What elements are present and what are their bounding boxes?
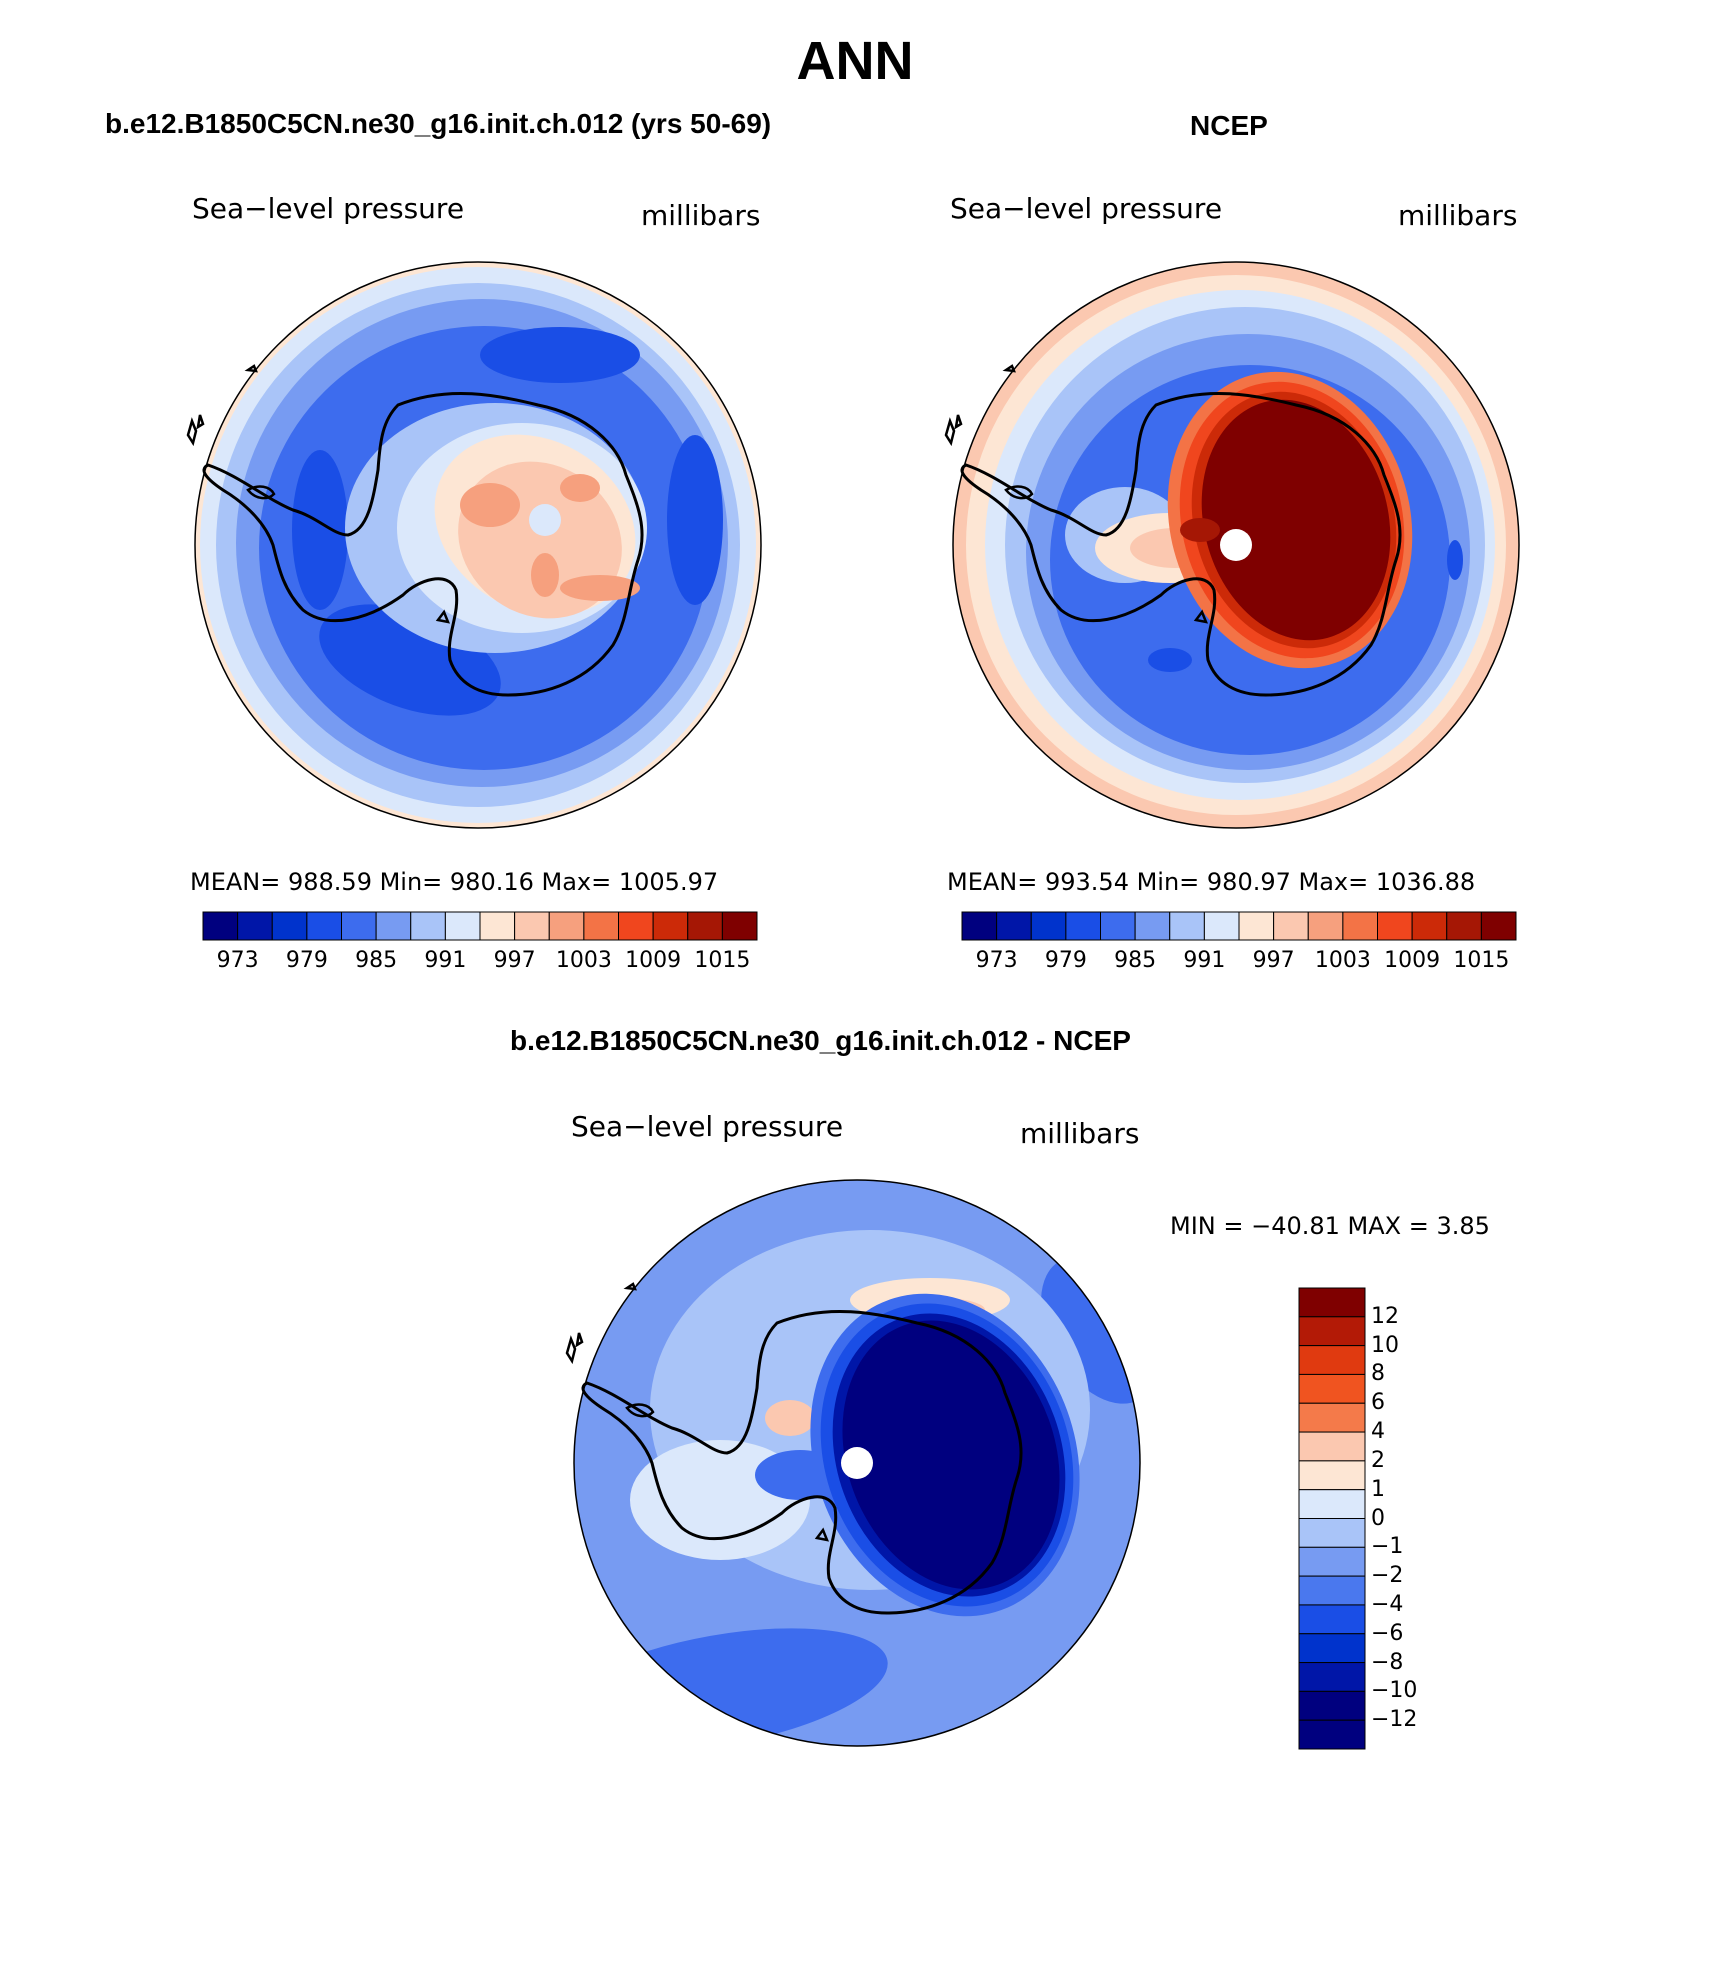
panel-2-units: millibars: [1398, 199, 1518, 232]
colorbar-swatch: [1298, 1518, 1366, 1548]
colorbar-tick-label: −6: [1371, 1620, 1404, 1646]
colorbar-tick-label: −12: [1371, 1707, 1418, 1733]
panel-3-stats: MIN = −40.81 MAX = 3.85: [1170, 1212, 1490, 1240]
colorbar-tick-label: 1003: [1314, 948, 1371, 973]
colorbar-swatch: [237, 911, 273, 941]
colorbar-tick-label: −4: [1371, 1591, 1404, 1617]
colorbar-swatch: [1411, 911, 1448, 941]
panel-1-map: [186, 261, 762, 829]
panel-3-map: [565, 1179, 1141, 1747]
figure-title: ANN: [796, 31, 914, 91]
colorbar-swatch: [1298, 1633, 1366, 1664]
colorbar-swatch: [721, 911, 758, 941]
panel-1-colorbar: [202, 911, 758, 941]
panel-1-stats: MEAN= 988.59 Min= 980.16 Max= 1005.97: [190, 868, 719, 896]
panel-2-variable: Sea−level pressure: [950, 192, 1223, 225]
colorbar-swatch: [1238, 911, 1275, 941]
colorbar-tick-label: 4: [1371, 1419, 1385, 1445]
colorbar-tick-label: 997: [1252, 948, 1295, 973]
colorbar-swatch: [961, 911, 998, 941]
colorbar-tick-label: 991: [424, 948, 467, 973]
colorbar-swatch: [548, 911, 585, 941]
colorbar-tick-label: 10: [1371, 1332, 1399, 1358]
colorbar-swatch: [1298, 1373, 1366, 1404]
panel-1-title: b.e12.B1850C5CN.ne30_g16.init.ch.012 (yr…: [105, 108, 772, 139]
colorbar-tick-label: 0: [1371, 1505, 1385, 1531]
colorbar-tick-label: −10: [1371, 1678, 1418, 1704]
colorbar-tick-label: 1: [1371, 1476, 1385, 1502]
panel-3-colorbar: [1298, 1287, 1366, 1750]
colorbar-swatch: [306, 911, 342, 941]
colorbar-swatch: [375, 911, 412, 941]
colorbar-swatch: [444, 911, 481, 941]
panel-2-map: [944, 261, 1520, 829]
colorbar-swatch: [1377, 911, 1413, 941]
colorbar-swatch: [1203, 911, 1240, 941]
colorbar-tick-label: 973: [975, 948, 1018, 973]
panel-3-title: b.e12.B1850C5CN.ne30_g16.init.ch.012 - N…: [510, 1025, 1131, 1056]
colorbar-swatch: [1298, 1489, 1366, 1519]
colorbar-tick-label: 1015: [1453, 948, 1510, 973]
colorbar-tick-label: 2: [1371, 1447, 1385, 1473]
colorbar-swatch: [1298, 1719, 1366, 1750]
colorbar-swatch: [1298, 1345, 1366, 1375]
colorbar-swatch: [583, 911, 619, 941]
colorbar-swatch: [687, 911, 723, 941]
colorbar-swatch: [1030, 911, 1067, 941]
colorbar-swatch: [1307, 911, 1344, 941]
colorbar-swatch: [1446, 911, 1482, 941]
colorbar-tick-label: 12: [1371, 1303, 1399, 1329]
panel-2-colorbar: [961, 911, 1517, 941]
colorbar-tick-label: 979: [1044, 948, 1087, 973]
colorbar-tick-label: −1: [1371, 1534, 1404, 1560]
colorbar-swatch: [1298, 1690, 1366, 1721]
colorbar-swatch: [1169, 911, 1205, 941]
colorbar-swatch: [341, 911, 377, 941]
panel-3-units: millibars: [1020, 1117, 1140, 1150]
panel-2-title: NCEP: [1190, 110, 1268, 141]
colorbar-swatch: [1298, 1575, 1366, 1606]
panel-1-variable: Sea−level pressure: [192, 192, 465, 225]
colorbar-tick-label: 8: [1371, 1361, 1385, 1387]
colorbar-swatch: [1100, 911, 1136, 941]
colorbar-swatch: [202, 911, 239, 941]
colorbar-tick-label: 979: [285, 948, 328, 973]
colorbar-tick-label: 973: [216, 948, 259, 973]
colorbar-tick-label: −8: [1371, 1649, 1404, 1675]
colorbar-swatch: [1298, 1604, 1366, 1635]
colorbar-swatch: [1298, 1287, 1366, 1318]
colorbar-swatch: [514, 911, 550, 941]
colorbar-tick-label: −2: [1371, 1563, 1404, 1589]
colorbar-tick-label: 1015: [694, 948, 751, 973]
colorbar-swatch: [1298, 1431, 1366, 1462]
colorbar-swatch: [1273, 911, 1309, 941]
colorbar-swatch: [410, 911, 446, 941]
colorbar-swatch: [1298, 1460, 1366, 1491]
colorbar-swatch: [1298, 1546, 1366, 1577]
colorbar-swatch: [1342, 911, 1378, 941]
colorbar-tick-label: 985: [355, 948, 398, 973]
panel-3-variable: Sea−level pressure: [571, 1110, 844, 1143]
colorbar-tick-label: 1009: [625, 948, 682, 973]
colorbar-swatch: [618, 911, 654, 941]
colorbar-swatch: [1298, 1662, 1366, 1692]
panel-1-units: millibars: [641, 199, 761, 232]
colorbar-tick-label: 985: [1114, 948, 1157, 973]
colorbar-tick-label: 991: [1183, 948, 1226, 973]
colorbar-swatch: [271, 911, 308, 941]
colorbar-tick-label: 997: [493, 948, 536, 973]
colorbar-swatch: [479, 911, 516, 941]
colorbar-tick-label: 1009: [1384, 948, 1441, 973]
colorbar-tick-label: 1003: [555, 948, 612, 973]
colorbar-swatch: [996, 911, 1032, 941]
colorbar-swatch: [1298, 1402, 1366, 1433]
colorbar-swatch: [1480, 911, 1517, 941]
colorbar-swatch: [1065, 911, 1101, 941]
colorbar-tick-label: 6: [1371, 1390, 1385, 1416]
colorbar-swatch: [652, 911, 689, 941]
panel-2-stats: MEAN= 993.54 Min= 980.97 Max= 1036.88: [947, 868, 1476, 896]
colorbar-swatch: [1298, 1316, 1366, 1347]
colorbar-swatch: [1134, 911, 1171, 941]
